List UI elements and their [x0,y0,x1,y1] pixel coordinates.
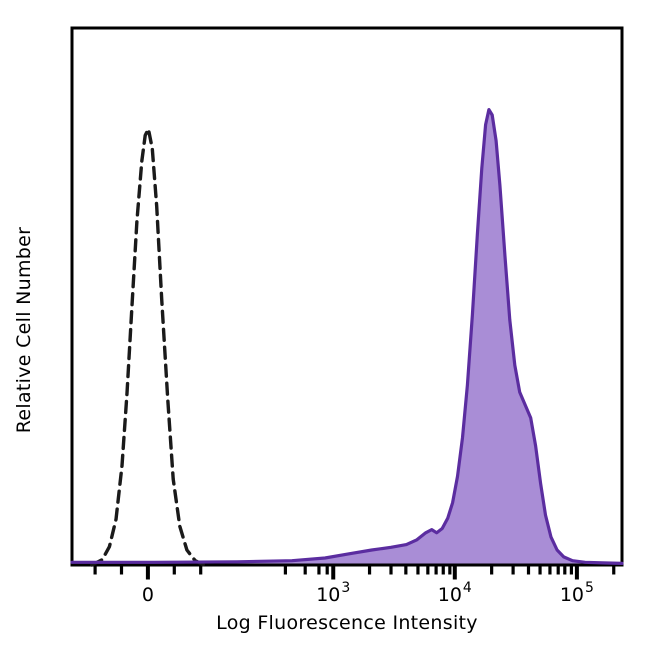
x-axis-title: Log Fluorescence Intensity [216,612,478,634]
plot-border [70,26,624,567]
stained-sample-fill [72,109,622,565]
control-curve [90,127,206,567]
x-tick-label: 104 [438,580,472,606]
stained-curve [70,108,624,565]
x-axis-ticks [93,566,616,580]
stained-curve-fill [72,109,622,565]
histogram-curves [70,108,624,567]
x-axis-tick-labels: 0 103 104 105 [142,580,594,606]
x-tick-label: 105 [560,580,594,606]
y-axis-title: Relative Cell Number [13,227,35,434]
x-tick-label: 103 [316,580,350,606]
x-tick-label: 0 [142,584,154,606]
